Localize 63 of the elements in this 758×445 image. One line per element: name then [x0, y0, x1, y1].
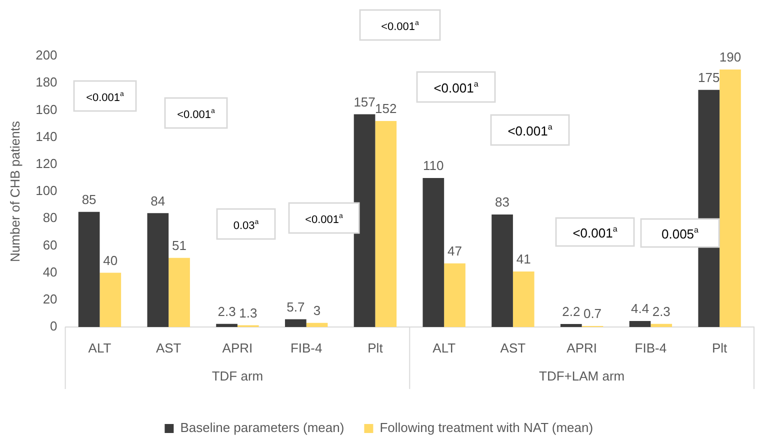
bar	[100, 272, 122, 327]
legend-label: Following treatment with NAT (mean)	[380, 420, 594, 436]
y-tick-label: 200	[36, 48, 58, 63]
x-tick-label: AST	[156, 340, 182, 356]
bar	[720, 70, 741, 327]
text: TDF arm	[212, 368, 264, 384]
bar	[560, 324, 582, 327]
bar	[650, 324, 672, 327]
x-tick-label: FIB-4	[290, 340, 322, 356]
bar	[422, 178, 444, 327]
data-label: 2.2	[562, 304, 580, 320]
data-label: 41	[516, 252, 531, 267]
bar	[492, 214, 513, 327]
x-tick-label: ALT	[432, 340, 456, 356]
bar	[306, 322, 328, 327]
bar	[629, 321, 651, 327]
x-tick-label: ALT	[88, 340, 112, 356]
y-tick-label: 20	[42, 291, 58, 306]
data-label: 51	[172, 238, 187, 253]
bar	[375, 121, 397, 327]
y-tick-label: 40	[42, 264, 58, 280]
x-tick-label: FIB-4	[634, 340, 667, 356]
data-label: 157	[354, 94, 376, 110]
data-label: 175	[698, 70, 720, 85]
y-tick-label: 60	[42, 237, 58, 252]
data-label: 3	[313, 303, 321, 318]
text: TDF+LAM arm	[539, 368, 625, 384]
data-label: 2.3	[218, 304, 236, 319]
x-tick-label: Plt	[712, 340, 728, 356]
bar	[512, 271, 534, 327]
data-label: 152	[375, 101, 397, 116]
data-label: 83	[495, 194, 510, 210]
y-axis-title: Number of CHB patients	[7, 120, 22, 262]
bar	[354, 114, 376, 327]
data-label: 40	[103, 252, 118, 268]
legend-label: Baseline parameters (mean)	[180, 420, 344, 436]
data-label: 0.7	[583, 306, 602, 322]
data-label: 4.4	[630, 301, 650, 316]
y-tick-label: 100	[36, 183, 58, 198]
data-label: 2.3	[652, 304, 670, 319]
x-tick-label: Plt	[368, 340, 384, 356]
bar	[168, 258, 190, 327]
y-tick-label: 80	[42, 210, 58, 226]
data-label: 190	[719, 50, 742, 65]
data-label: 85	[82, 192, 96, 207]
data-label: 5.7	[286, 299, 305, 314]
y-tick-label: 180	[36, 74, 58, 90]
bar	[147, 213, 169, 327]
y-tick-label: 120	[36, 156, 58, 171]
data-label: 1.3	[239, 305, 258, 320]
y-tick-label: 0	[50, 318, 58, 334]
y-tick-label: 140	[36, 128, 58, 144]
data-label: 47	[448, 243, 462, 258]
x-tick-label: APRI	[566, 340, 597, 356]
bar	[444, 263, 466, 327]
x-tick-label: AST	[500, 340, 526, 356]
data-label: 84	[150, 193, 166, 208]
data-label: 110	[423, 158, 444, 174]
bar	[216, 324, 238, 327]
bar	[78, 212, 100, 327]
y-tick-label: 160	[36, 102, 58, 117]
bar	[284, 319, 306, 327]
x-tick-label: APRI	[222, 340, 253, 356]
